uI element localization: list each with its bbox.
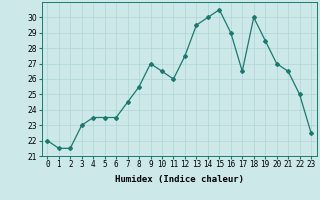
X-axis label: Humidex (Indice chaleur): Humidex (Indice chaleur) [115,175,244,184]
